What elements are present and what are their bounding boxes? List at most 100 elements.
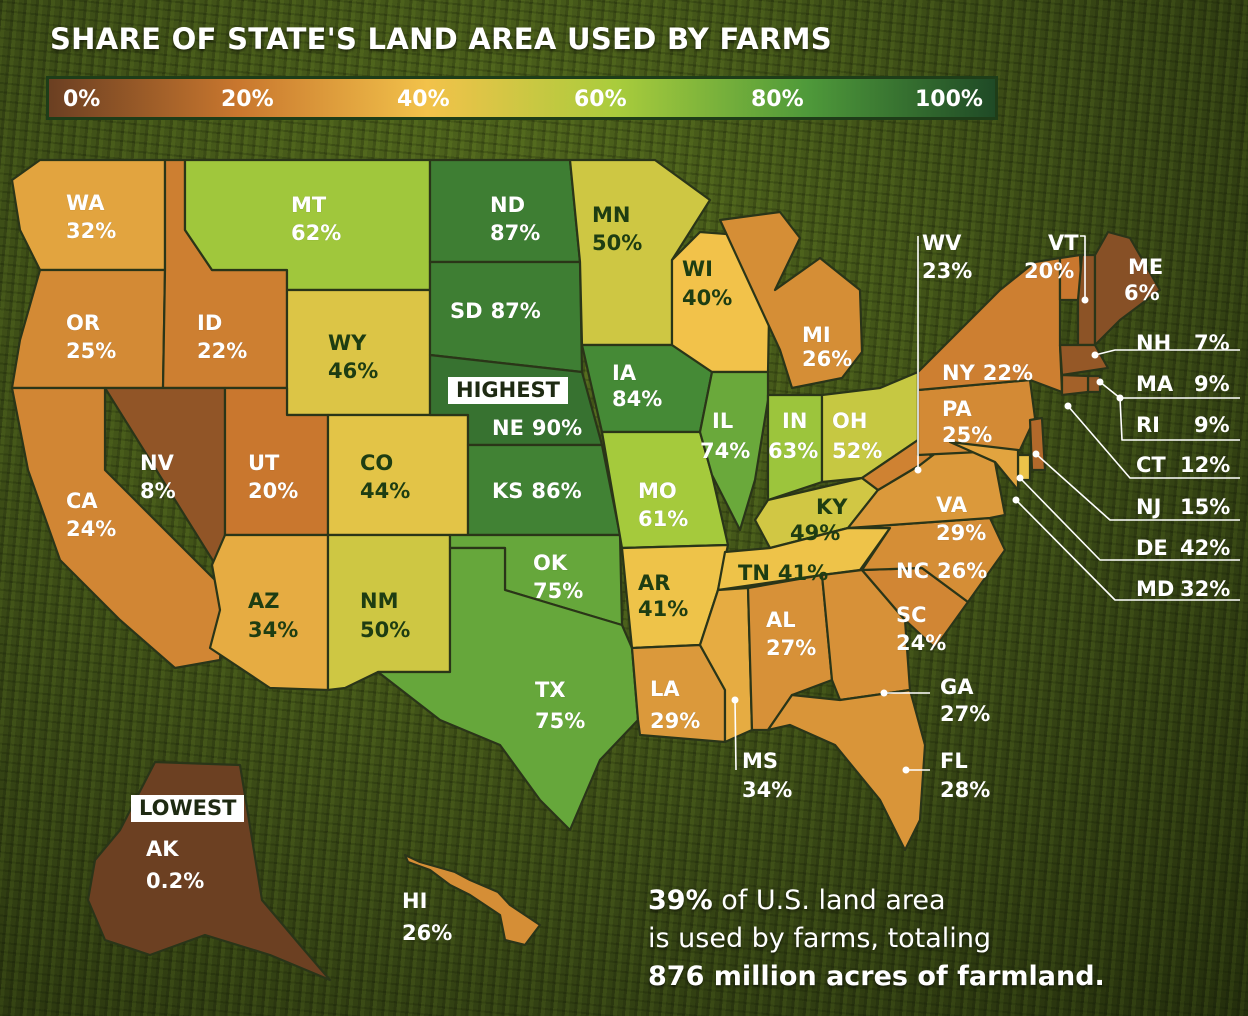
state-label-al: AL bbox=[766, 608, 796, 632]
state-il bbox=[698, 370, 770, 532]
state-label-ms: MS bbox=[742, 749, 778, 773]
leader-dot bbox=[880, 689, 888, 697]
state-value-ny: 22% bbox=[983, 361, 1033, 385]
leader-line bbox=[734, 699, 737, 771]
legend-tick-60: 60% bbox=[574, 87, 627, 112]
state-label-il: IL bbox=[712, 409, 733, 433]
state-wa bbox=[10, 158, 167, 272]
state-label-wv: WV bbox=[922, 231, 962, 255]
state-value-vt: 20% bbox=[1024, 259, 1074, 283]
state-label-ct: CT bbox=[1136, 453, 1166, 477]
state-value-ma: 9% bbox=[1194, 372, 1230, 396]
state-value-me: 6% bbox=[1124, 281, 1160, 305]
state-label-sc: SC bbox=[896, 603, 927, 627]
state-tx bbox=[376, 546, 640, 832]
state-value-nd: 87% bbox=[490, 221, 540, 245]
state-label-ks: KS 86% bbox=[492, 479, 582, 503]
state-label-wa: WA bbox=[66, 191, 105, 215]
state-label-la: LA bbox=[650, 677, 680, 701]
state-label-mn: MN bbox=[592, 203, 630, 227]
state-value-ia: 84% bbox=[612, 387, 662, 411]
legend-tick-0: 0% bbox=[63, 87, 101, 112]
state-value-az: 34% bbox=[248, 618, 298, 642]
state-ct bbox=[1060, 373, 1090, 397]
highest-tag: HIGHEST bbox=[448, 377, 568, 404]
state-value-ak: 0.2% bbox=[146, 869, 204, 893]
state-value-va: 29% bbox=[936, 521, 986, 545]
state-value-wi: 40% bbox=[682, 286, 732, 310]
leader-dot bbox=[1012, 496, 1020, 504]
leader-line bbox=[1035, 453, 1240, 521]
state-value-il: 74% bbox=[700, 439, 750, 463]
state-label-ne: NE 90% bbox=[492, 416, 582, 440]
state-label-nc: NC 26% bbox=[896, 559, 987, 583]
state-label-md: MD bbox=[1136, 577, 1174, 601]
state-value-mi: 26% bbox=[802, 347, 852, 371]
leader-dot bbox=[1064, 402, 1072, 410]
state-label-ca: CA bbox=[66, 489, 98, 513]
state-value-ga: 27% bbox=[940, 702, 990, 726]
state-value-sd: 87% bbox=[491, 299, 541, 323]
state-value-nc: 26% bbox=[937, 559, 987, 583]
state-abbr-ne: NE bbox=[492, 416, 524, 440]
state-label-ky: KY bbox=[816, 495, 848, 519]
state-value-ks: 86% bbox=[531, 479, 581, 503]
leader-dot bbox=[1081, 296, 1089, 304]
state-label-oh: OH bbox=[832, 409, 867, 433]
state-value-md: 32% bbox=[1180, 577, 1230, 601]
state-label-mt: MT bbox=[291, 193, 327, 217]
state-mi bbox=[718, 210, 864, 390]
state-label-vt: VT bbox=[1048, 231, 1079, 255]
state-value-nm: 50% bbox=[360, 618, 410, 642]
state-value-ar: 41% bbox=[638, 597, 688, 621]
state-value-pa: 25% bbox=[942, 423, 992, 447]
state-value-oh: 52% bbox=[832, 439, 882, 463]
leader-dot bbox=[1091, 351, 1099, 359]
state-label-ak: AK bbox=[146, 837, 179, 861]
state-label-mo: MO bbox=[638, 479, 677, 503]
state-value-wy: 46% bbox=[328, 359, 378, 383]
state-value-la: 29% bbox=[650, 709, 700, 733]
summary-percent: 39% bbox=[648, 885, 713, 916]
state-label-ga: GA bbox=[940, 675, 974, 699]
state-md bbox=[948, 440, 1020, 492]
state-label-pa: PA bbox=[942, 397, 972, 421]
state-nc bbox=[846, 516, 1007, 604]
state-label-ut: UT bbox=[248, 451, 280, 475]
map-title: SHARE OF STATE'S LAND AREA USED BY FARMS bbox=[50, 22, 832, 56]
state-label-fl: FL bbox=[940, 749, 968, 773]
state-value-sc: 24% bbox=[896, 631, 946, 655]
summary-text: 39% of U.S. land area is used by farms, … bbox=[648, 882, 1105, 996]
state-label-nh: NH bbox=[1136, 331, 1171, 355]
state-label-ri: RI bbox=[1136, 413, 1160, 437]
state-value-ne: 90% bbox=[532, 416, 582, 440]
state-label-nm: NM bbox=[360, 589, 398, 613]
state-value-mt: 62% bbox=[291, 221, 341, 245]
state-label-ny: NY 22% bbox=[942, 361, 1033, 385]
state-abbr-tn: TN bbox=[738, 561, 770, 585]
state-label-nj: NJ bbox=[1136, 495, 1161, 519]
leader-dot bbox=[902, 766, 910, 774]
state-value-nj: 15% bbox=[1180, 495, 1230, 519]
state-label-co: CO bbox=[360, 451, 393, 475]
summary-line-1: of U.S. land area bbox=[712, 885, 946, 916]
leader-line bbox=[1015, 499, 1240, 601]
color-scale-legend: 0% 20% 40% 60% 80% 100% bbox=[46, 76, 998, 120]
state-label-hi: HI bbox=[402, 889, 427, 913]
state-label-nd: ND bbox=[490, 193, 525, 217]
state-value-tn: 41% bbox=[778, 561, 828, 585]
state-abbr-sd: SD bbox=[450, 299, 483, 323]
leader-dot bbox=[1116, 394, 1124, 402]
state-value-al: 27% bbox=[766, 636, 816, 660]
state-value-ms: 34% bbox=[742, 778, 792, 802]
state-label-tn: TN 41% bbox=[738, 561, 828, 585]
state-ca bbox=[10, 386, 227, 670]
state-label-tx: TX bbox=[535, 678, 566, 702]
state-label-id: ID bbox=[197, 311, 222, 335]
state-value-ca: 24% bbox=[66, 517, 116, 541]
leader-line bbox=[1119, 397, 1240, 441]
leader-dot bbox=[1032, 450, 1040, 458]
state-label-or: OR bbox=[66, 311, 100, 335]
summary-line-2: is used by farms, totaling bbox=[648, 923, 992, 954]
state-value-tx: 75% bbox=[535, 709, 585, 733]
